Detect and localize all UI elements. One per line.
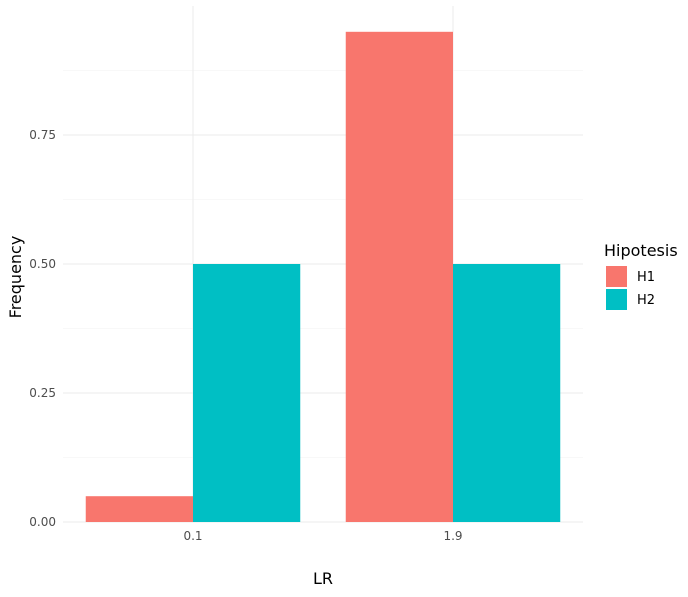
y-tick-label-1: 0.25 xyxy=(29,386,56,400)
bar-h2-1 xyxy=(453,264,561,522)
bars xyxy=(85,31,561,523)
bar-h1-0 xyxy=(85,496,193,522)
y-tick-label-3: 0.75 xyxy=(29,128,56,142)
x-axis-title: LR xyxy=(313,569,333,588)
x-tick-label-0: 0.1 xyxy=(183,529,202,543)
x-axis-ticks: 0.1 1.9 xyxy=(183,529,462,543)
legend-title: Hipotesis xyxy=(604,241,678,260)
y-tick-label-2: 0.50 xyxy=(29,257,56,271)
legend-label-h2: H2 xyxy=(637,293,655,308)
legend-key-h2 xyxy=(606,289,627,310)
legend-label-h1: H1 xyxy=(637,270,655,285)
bar-h2-0 xyxy=(193,264,301,522)
legend-items: H1 H2 xyxy=(606,266,655,310)
legend: Hipotesis H1 H2 xyxy=(604,241,678,310)
y-tick-label-0: 0.00 xyxy=(29,515,56,529)
y-axis-title: Frequency xyxy=(6,236,25,319)
legend-key-h1 xyxy=(606,266,627,287)
bar-h1-1 xyxy=(345,31,453,523)
y-axis-ticks: 0.00 0.25 0.50 0.75 xyxy=(29,128,56,529)
x-tick-label-1: 1.9 xyxy=(443,529,462,543)
